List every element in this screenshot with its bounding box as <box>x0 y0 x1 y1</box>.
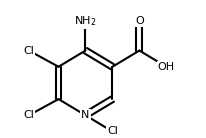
Text: NH$_2$: NH$_2$ <box>74 14 97 28</box>
Text: Cl: Cl <box>23 46 34 56</box>
Text: O: O <box>135 16 144 26</box>
Text: Cl: Cl <box>23 110 34 120</box>
Text: OH: OH <box>158 62 175 72</box>
Text: N: N <box>81 110 90 120</box>
Text: Cl: Cl <box>107 126 118 136</box>
